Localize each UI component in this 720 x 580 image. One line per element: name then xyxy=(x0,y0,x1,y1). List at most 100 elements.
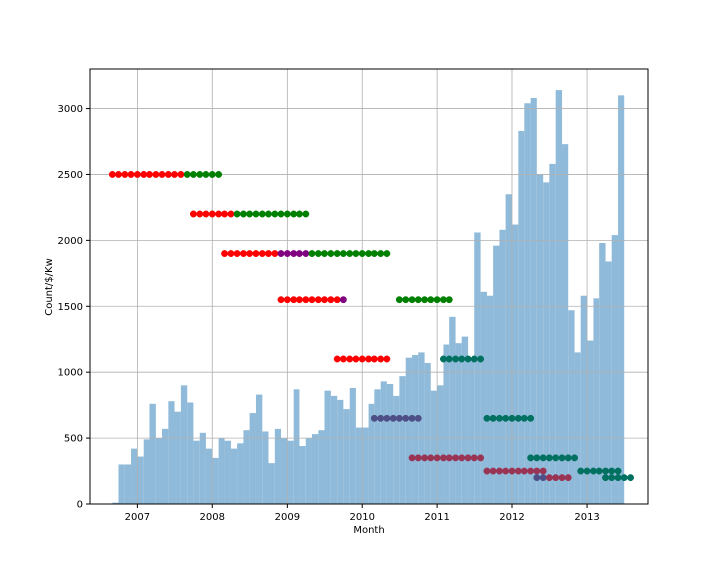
series-point xyxy=(440,355,447,363)
series-point xyxy=(302,296,310,304)
series-point xyxy=(327,250,335,257)
marker-series xyxy=(108,171,635,482)
histogram-bar xyxy=(374,389,381,504)
series-point xyxy=(221,250,229,257)
series-point xyxy=(389,414,397,422)
histogram-bar xyxy=(224,440,231,504)
series-point xyxy=(589,467,597,475)
histogram-bar xyxy=(155,438,163,504)
series-point xyxy=(240,210,247,218)
series-point xyxy=(595,467,603,475)
histogram-bar xyxy=(424,362,431,504)
series-point xyxy=(252,250,260,257)
histogram-bar xyxy=(112,502,119,504)
series-point xyxy=(339,250,347,257)
series-point xyxy=(314,296,322,304)
series-point xyxy=(421,454,429,462)
series-point xyxy=(464,355,472,363)
series-point xyxy=(489,467,497,475)
series-point xyxy=(327,296,335,304)
series-point xyxy=(171,171,178,178)
series-point xyxy=(221,210,229,218)
series-point xyxy=(208,210,216,218)
histogram-bar xyxy=(399,376,406,504)
series-point xyxy=(477,454,485,462)
series-point xyxy=(414,414,422,422)
series-point xyxy=(290,296,298,304)
histogram-bar xyxy=(174,411,181,504)
series-point xyxy=(408,454,416,462)
series-point xyxy=(383,355,391,363)
series-point xyxy=(508,414,516,422)
series-point xyxy=(402,296,410,304)
series-point xyxy=(608,467,616,475)
series-point xyxy=(533,474,541,482)
series-point xyxy=(395,414,403,422)
histogram-bar xyxy=(349,388,356,504)
series-point xyxy=(414,296,422,304)
y-tick-label: 3000 xyxy=(58,104,83,115)
histogram-bar xyxy=(187,402,194,504)
series-point xyxy=(333,296,341,304)
histogram-bar xyxy=(230,448,238,504)
series-point xyxy=(321,250,328,257)
series-point xyxy=(614,474,622,482)
series-point xyxy=(352,355,360,363)
histogram-bar xyxy=(593,298,600,504)
series-point xyxy=(127,171,135,178)
series-point xyxy=(152,171,160,178)
series-point xyxy=(502,467,510,475)
series-point xyxy=(339,296,347,304)
series-point xyxy=(445,454,453,462)
y-tick-label: 2500 xyxy=(58,170,83,181)
series-point xyxy=(539,467,547,475)
series-point xyxy=(246,250,254,257)
histogram-bar xyxy=(543,182,550,504)
series-point xyxy=(452,454,460,462)
series-point xyxy=(202,171,210,178)
series-point xyxy=(377,414,385,422)
series-point xyxy=(189,210,197,218)
histogram-bar xyxy=(199,432,206,504)
series-point xyxy=(552,474,560,482)
histogram-bar xyxy=(368,403,375,504)
y-axis-label: Count/$/Kw xyxy=(44,258,55,316)
series-point xyxy=(377,355,385,363)
series-point xyxy=(227,250,235,257)
histogram-bar xyxy=(580,295,588,504)
histogram-bar xyxy=(330,395,338,504)
series-point xyxy=(383,250,391,257)
series-point xyxy=(140,171,148,178)
series-point xyxy=(527,467,535,475)
series-point xyxy=(215,171,223,178)
histogram-bar xyxy=(393,395,400,504)
series-point xyxy=(433,454,441,462)
histogram-bar xyxy=(124,464,132,504)
plot-frame xyxy=(89,68,649,505)
x-tick-label: 2010 xyxy=(350,512,375,523)
series-point xyxy=(402,414,410,422)
histogram-bar xyxy=(468,357,475,504)
series-point xyxy=(552,454,560,462)
series-point xyxy=(233,250,241,257)
y-tick-label: 1500 xyxy=(58,302,83,313)
series-point xyxy=(558,454,566,462)
series-point xyxy=(527,414,535,422)
series-point xyxy=(333,250,341,257)
series-point xyxy=(539,454,547,462)
series-point xyxy=(602,474,609,482)
series-point xyxy=(290,210,298,218)
series-point xyxy=(283,250,291,257)
series-point xyxy=(296,210,303,218)
series-point xyxy=(370,414,378,422)
series-point xyxy=(427,454,435,462)
x-tick-label: 2009 xyxy=(275,512,300,523)
series-point xyxy=(514,467,522,475)
series-point xyxy=(408,414,416,422)
series-point xyxy=(283,210,291,218)
series-point xyxy=(464,454,472,462)
series-point xyxy=(321,296,328,304)
series-point xyxy=(271,250,279,257)
x-tick-label: 2011 xyxy=(424,512,449,523)
series-point xyxy=(277,250,285,257)
